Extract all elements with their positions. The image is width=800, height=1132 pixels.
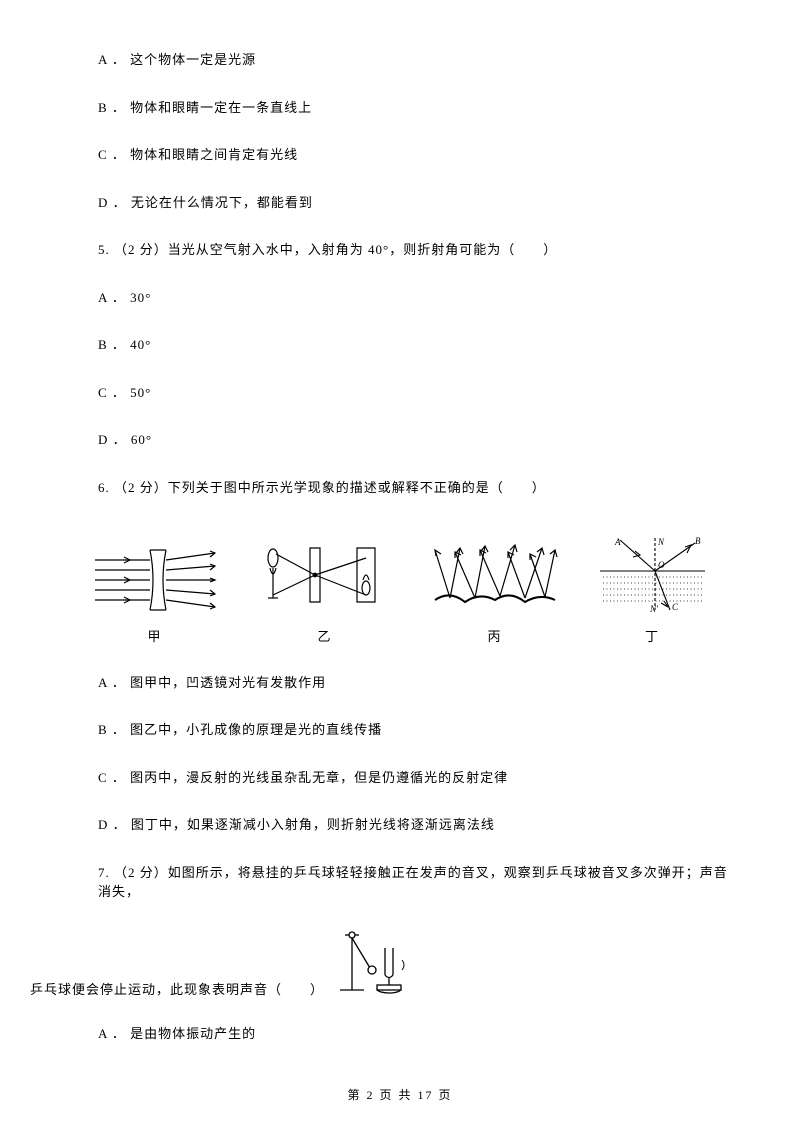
q6-figure-row: 甲 乙 (70, 525, 730, 647)
q6-figure-a: 甲 (90, 545, 220, 647)
pinhole-imaging-icon (255, 540, 395, 615)
svg-text:N': N' (649, 604, 659, 614)
q6-option-d: D ． 图丁中，如果逐渐减小入射角，则折射光线将逐渐远离法线 (70, 815, 730, 835)
q6-option-a: A ． 图甲中，凹透镜对光有发散作用 (70, 673, 730, 693)
figure-label-a: 甲 (147, 627, 162, 647)
q4-option-d: D ． 无论在什么情况下，都能看到 (70, 193, 730, 213)
q6-figure-c: 丙 (430, 540, 560, 647)
figure-label-c: 丙 (487, 627, 502, 647)
q5-option-b: B ． 40° (70, 335, 730, 355)
tuning-fork-icon (330, 930, 420, 1000)
q6-figure-b: 乙 (255, 540, 395, 647)
figure-label-d: 丁 (645, 627, 660, 647)
svg-text:B: B (695, 536, 701, 546)
q4-option-b: B ． 物体和眼睛一定在一条直线上 (70, 98, 730, 118)
q5-option-d: D ． 60° (70, 430, 730, 450)
page-footer: 第 2 页 共 17 页 (0, 1086, 800, 1104)
q7-cont: 乒乓球便会停止运动，此现象表明声音（ ） (30, 980, 324, 1000)
q4-option-a: A ． 这个物体一定是光源 (70, 50, 730, 70)
q5-option-a: A ． 30° (70, 288, 730, 308)
q7-stem: 7. （2 分）如图所示，将悬挂的乒乓球轻轻接触正在发声的音叉，观察到乒乓球被音… (70, 863, 730, 902)
figure-label-b: 乙 (317, 627, 332, 647)
q6-figure-d: N A B C N' O 丁 (595, 535, 710, 647)
q5-stem: 5. （2 分）当光从空气射入水中，入射角为 40°，则折射角可能为（ ） (70, 240, 730, 260)
q6-stem: 6. （2 分）下列关于图中所示光学现象的描述或解释不正确的是（ ） (70, 478, 730, 498)
q4-option-c: C ． 物体和眼睛之间肯定有光线 (70, 145, 730, 165)
q6-option-c: C ． 图丙中，漫反射的光线虽杂乱无章，但是仍遵循光的反射定律 (70, 768, 730, 788)
refraction-diagram-icon: N A B C N' O (595, 535, 710, 615)
q6-option-b: B ． 图乙中，小孔成像的原理是光的直线传播 (70, 720, 730, 740)
svg-text:O: O (658, 560, 665, 570)
svg-text:C: C (672, 602, 679, 612)
q5-option-c: C ． 50° (70, 383, 730, 403)
svg-text:N: N (657, 537, 665, 547)
svg-text:A: A (614, 537, 621, 547)
concave-lens-icon (90, 545, 220, 615)
q7-option-a: A ． 是由物体振动产生的 (70, 1024, 730, 1044)
diffuse-reflection-icon (430, 540, 560, 615)
